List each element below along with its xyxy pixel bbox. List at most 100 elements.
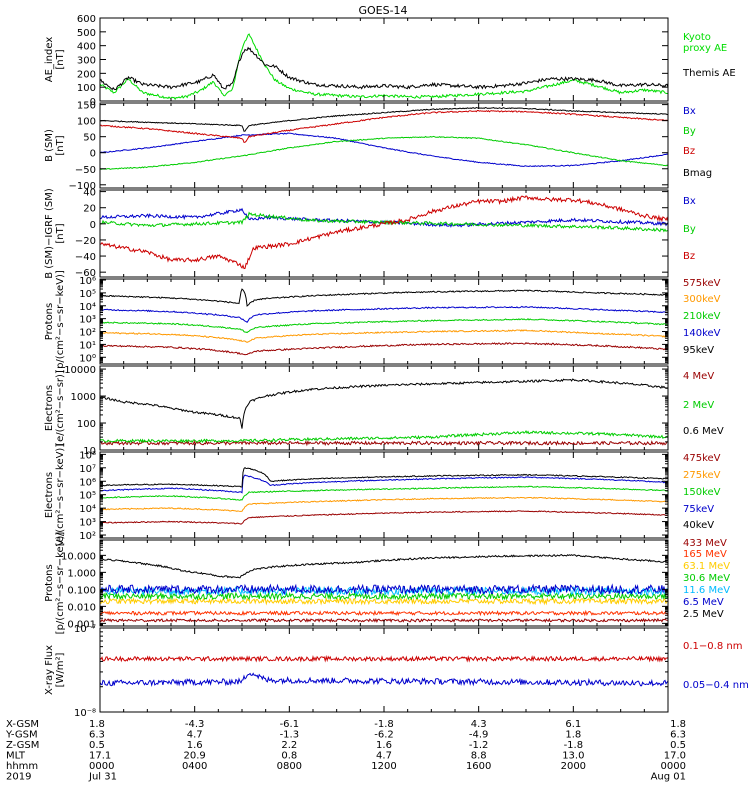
legend-entry: 140keV (683, 328, 721, 339)
y-axis-label: Protons[p/(cm²−s−sr−keV)] (44, 532, 66, 635)
series-0-6-mev (100, 378, 668, 429)
y-tick-label: 10⁰ (79, 353, 96, 364)
x-row-value: 0.8 (281, 751, 297, 762)
x-row-value: 4.3 (471, 719, 487, 730)
legend-entry: 150keV (683, 487, 721, 498)
series-140kev (100, 305, 668, 324)
y-tick-label: 10⁻⁷ (74, 624, 96, 635)
legend-entry: Bz (683, 146, 695, 157)
series-475kev (100, 510, 668, 525)
legend-entry: 475keV (683, 453, 721, 464)
x-row-value: 4.7 (187, 730, 203, 741)
y-axis-label: B (SM)−IGRF (SM)[nT] (44, 188, 66, 279)
legend-entry: 433 MeV (683, 538, 727, 549)
series-165-mev (100, 609, 668, 617)
x-row-value: 0000 (661, 761, 686, 772)
x-row-value: 1.6 (187, 740, 203, 751)
chart-title: GOES-14 (358, 4, 407, 17)
series-bz (100, 195, 668, 270)
series-210kev (100, 317, 668, 334)
panel-frame (99, 451, 669, 539)
x-row-label: Y-GSM (5, 730, 38, 741)
x-row-value: 0400 (182, 761, 207, 772)
x-row-value: -1.8 (564, 740, 584, 751)
y-tick-label: 40 (83, 188, 96, 199)
legend-entry: Bx (683, 106, 696, 117)
panel-3: −60 −40 −20 0 20 40 B (SM)−IGRF (SM)[nT] Bx By Bz (44, 188, 696, 280)
panel-frame (99, 17, 669, 102)
legend-entry: 0.6 MeV (683, 426, 724, 437)
y-tick-label: 10³ (79, 518, 96, 529)
x-row-value: 8.8 (471, 751, 487, 762)
legend-entry: 75keV (683, 504, 714, 515)
x-row-value: 1200 (371, 761, 396, 772)
y-tick-label: 0 (90, 97, 96, 108)
legend-entry: 40keV (683, 520, 714, 531)
series-75kev (100, 474, 668, 494)
series-0-1-0-8-nm (100, 654, 668, 663)
y-axis-label: X-ray Flux[W/m²] (44, 645, 66, 695)
legend-entry: Bx (683, 196, 696, 207)
y-axis-label: B (SM)[nT] (44, 129, 66, 162)
series-0-05-0-4-nm (100, 672, 668, 687)
y-tick-label: 10⁸ (79, 450, 96, 461)
legend-entry: 2.5 MeV (683, 609, 724, 620)
legend-entry: 6.5 MeV (683, 597, 724, 608)
y-tick-label: 0 (90, 149, 96, 160)
x-row-value: Jul 31 (88, 772, 117, 783)
x-row-value: 1.8 (670, 719, 686, 730)
series-kyoto-proxy-ae (100, 33, 668, 101)
panel-frame (99, 189, 669, 278)
x-row-label: hhmm (6, 761, 38, 772)
y-tick-label: 10⁴ (79, 302, 96, 313)
y-tick-label: −50 (75, 165, 96, 176)
x-row-value: 0000 (89, 761, 114, 772)
legend-entry: By (683, 126, 696, 137)
legend-entry: 165 MeV (683, 549, 727, 560)
y-tick-label: 10⁶ (79, 477, 96, 488)
y-tick-label: 10⁷ (79, 464, 96, 475)
series-4-mev (100, 439, 668, 447)
y-tick-label: 10⁵ (79, 289, 96, 300)
y-tick-label: 10² (79, 531, 96, 542)
legend-entry: 4 MeV (683, 371, 714, 382)
series-bx (100, 132, 668, 168)
panel-frame (99, 365, 669, 451)
x-row-value: -6.1 (280, 719, 300, 730)
y-axis-label: AE_index[nT] (44, 37, 66, 83)
y-tick-label: 100 (77, 117, 96, 128)
series-300kev (100, 329, 668, 343)
y-tick-label: 0.100 (67, 585, 96, 596)
x-row-value: 17.1 (89, 751, 111, 762)
y-axis-label: Electrons[e/(cm²−s−sr−keV)] (44, 444, 66, 547)
series-2-5-mev (100, 554, 668, 579)
series-275kev (100, 496, 668, 512)
legend-entry: By (683, 224, 696, 235)
series-40kev (100, 466, 668, 488)
y-tick-label: −100 (69, 181, 96, 192)
panel-7: 0.001 0.010 0.100 1.000 10.000Protons[p/(cm²… (44, 532, 730, 635)
panel-6: 10² 10³ 10⁴ 10⁵ 10⁶ 10⁷ 10⁸ Electrons[e/(cm²−s−… (44, 444, 721, 547)
y-tick-label: 0.010 (67, 602, 96, 613)
legend-entry: Bz (683, 251, 695, 262)
y-tick-label: 400 (77, 42, 96, 53)
y-tick-label: 10 (83, 446, 96, 457)
series-by (100, 211, 668, 233)
x-row-value: -1.3 (280, 730, 300, 741)
x-row-value: 13.0 (562, 751, 584, 762)
series-30-6-mev (100, 591, 668, 602)
x-row-value: 6.1 (565, 719, 581, 730)
x-row-value: 1.8 (89, 719, 105, 730)
y-tick-label: 0 (90, 220, 96, 231)
panel-frame (99, 102, 669, 189)
x-row-label: MLT (6, 751, 26, 762)
legend-entry: Bmag (683, 168, 712, 179)
x-row-value: 20.9 (184, 751, 206, 762)
series-bmag (100, 106, 668, 132)
y-tick-label: 10000 (64, 365, 96, 376)
y-tick-label: −40 (75, 252, 96, 263)
panel-2: −100 −50 0 50 100 150 B (SM)[nT] Bx By Bz Bmag (44, 101, 712, 192)
x-row-value: 0.5 (89, 740, 105, 751)
